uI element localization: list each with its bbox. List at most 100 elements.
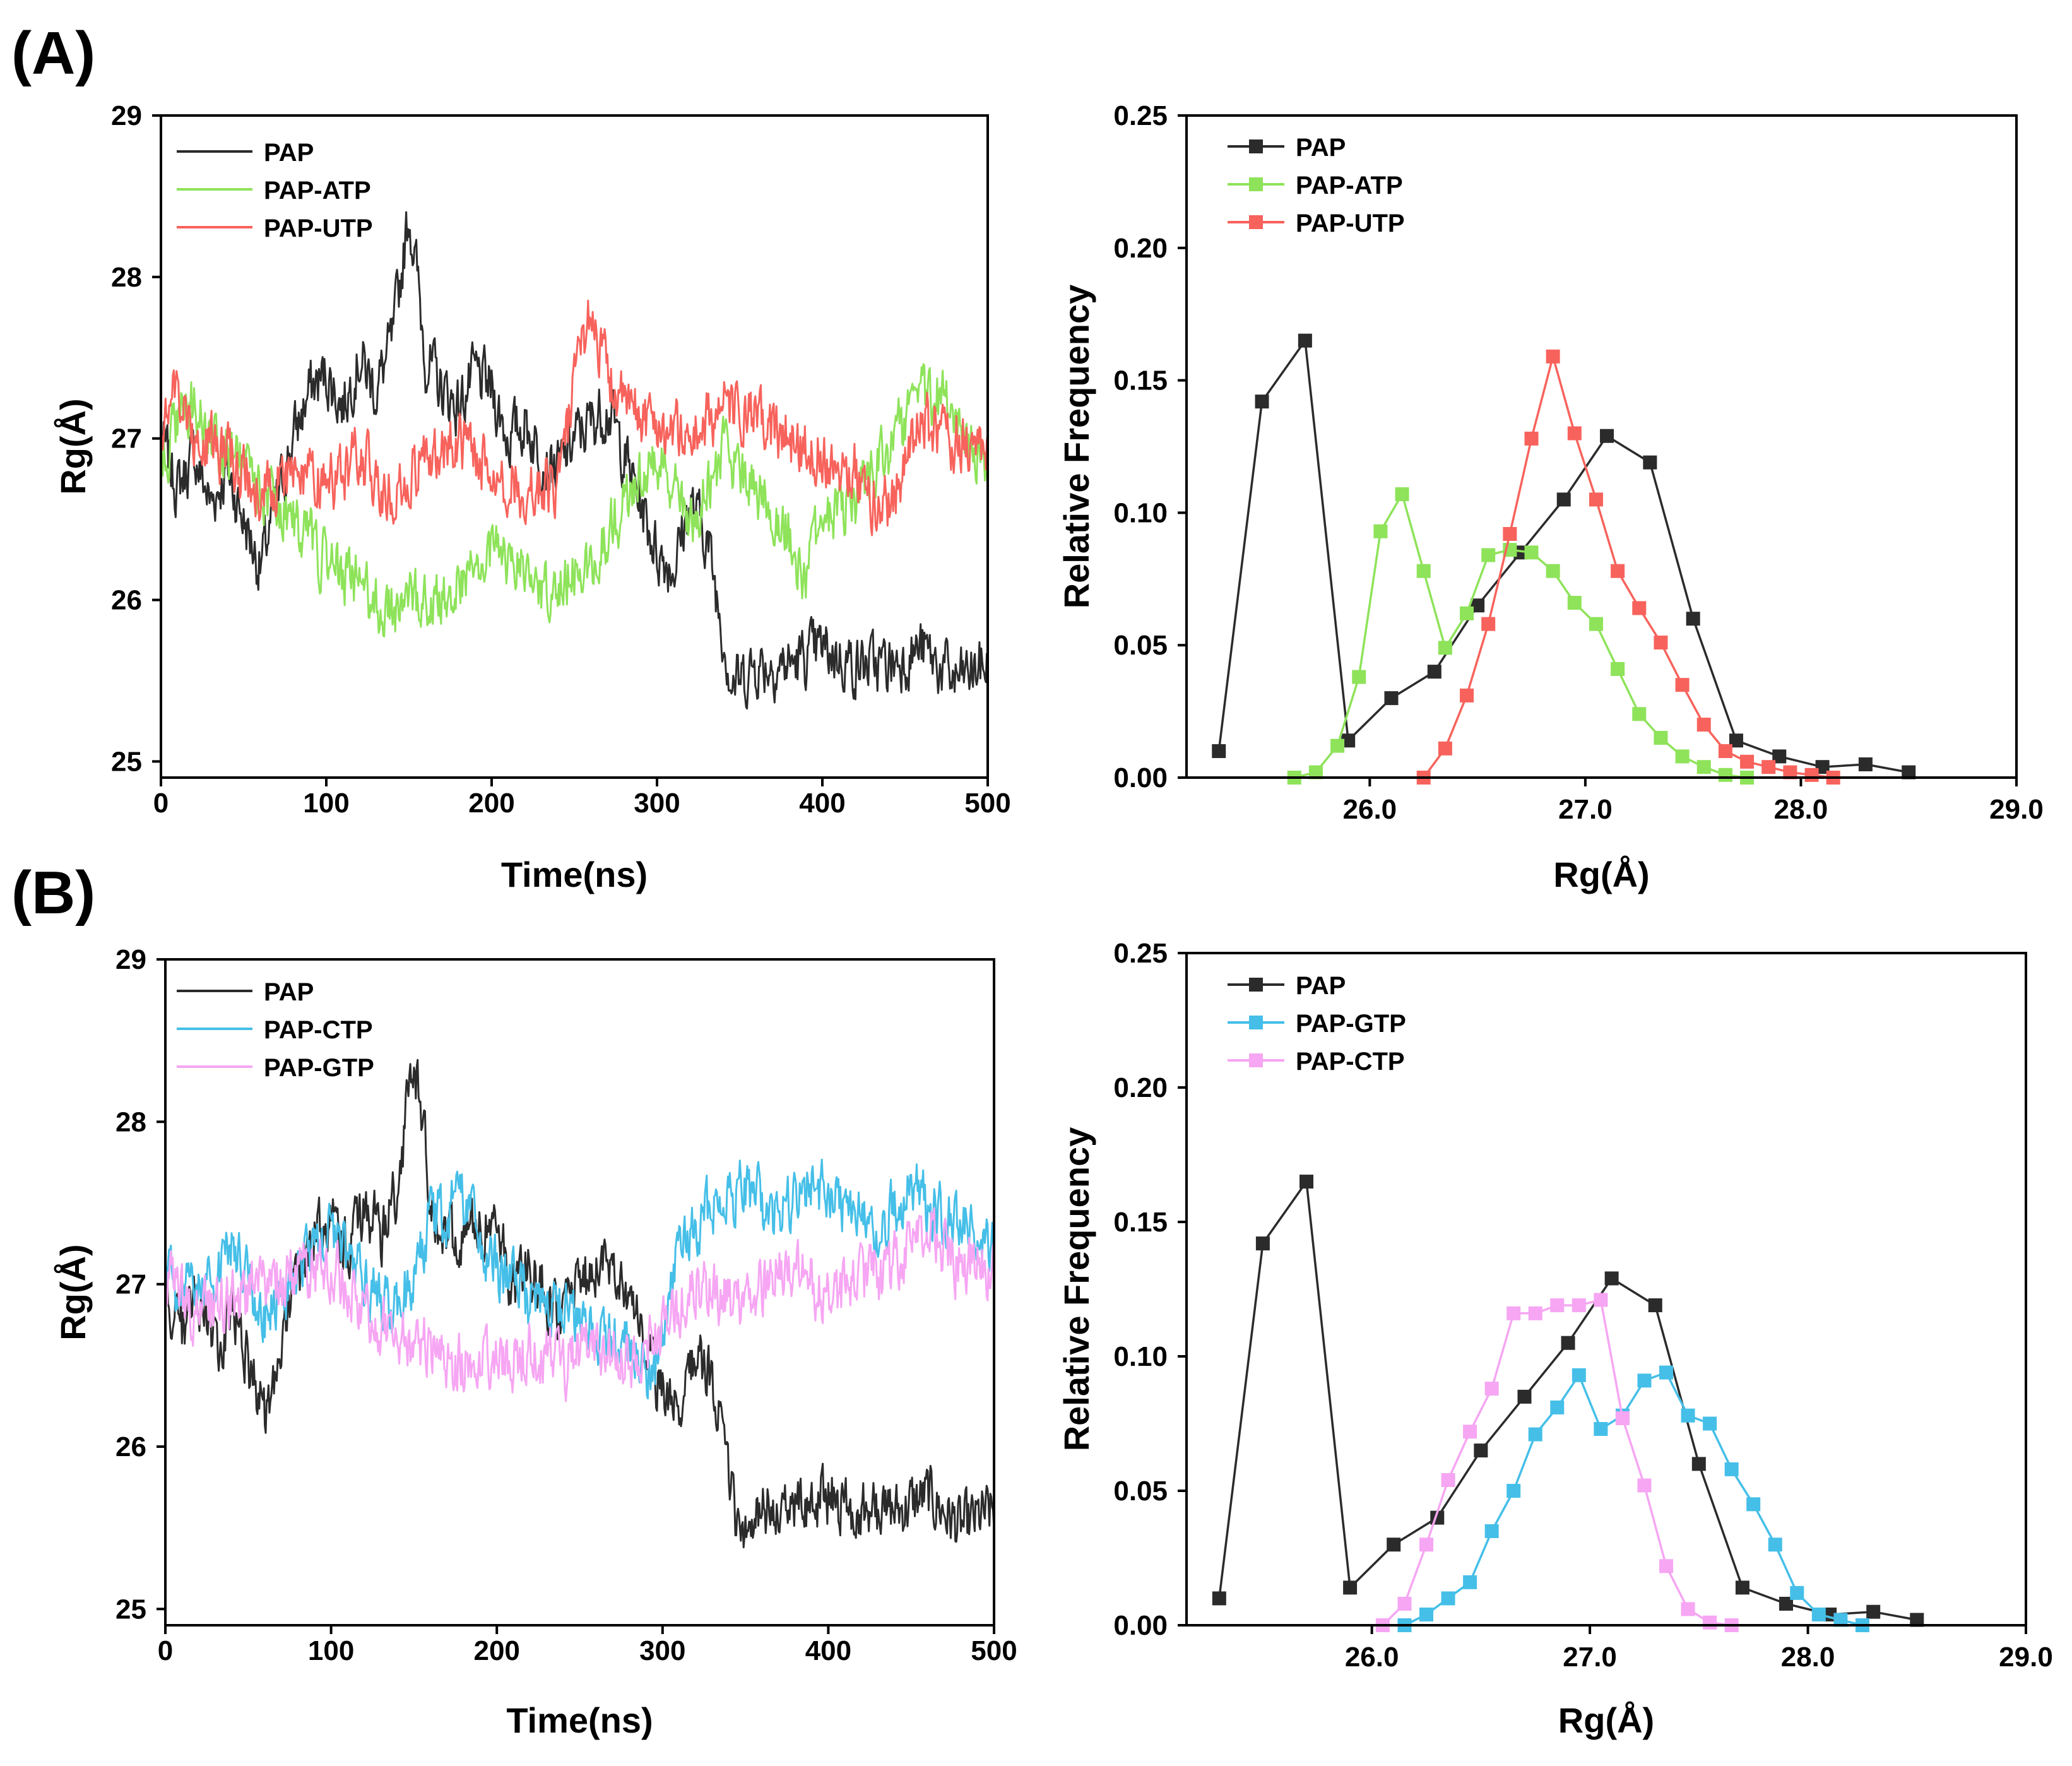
y-tick-label: 0.00 bbox=[1113, 762, 1168, 793]
series-line-pap-atp bbox=[160, 363, 989, 637]
data-point-pap bbox=[1643, 455, 1657, 470]
data-point-pap bbox=[1902, 765, 1916, 779]
y-tick-label: 29 bbox=[111, 100, 142, 131]
panel-label-a: (A) bbox=[11, 20, 96, 87]
x-tick-label: 27.0 bbox=[1563, 1642, 1617, 1673]
data-point-pap-gtp bbox=[1528, 1427, 1542, 1442]
data-point-pap-utp bbox=[1696, 718, 1711, 732]
data-point-pap bbox=[1299, 1175, 1313, 1189]
y-tick-label: 25 bbox=[115, 1594, 146, 1625]
data-point-pap-gtp bbox=[1507, 1484, 1521, 1498]
legend-label: PAP bbox=[1296, 134, 1346, 162]
y-tick-label: 0.00 bbox=[1113, 1610, 1168, 1641]
data-point-pap-ctp bbox=[1397, 1596, 1412, 1611]
data-point-pap bbox=[1600, 429, 1614, 443]
data-point-pap-utp bbox=[1524, 431, 1539, 446]
plot-frame bbox=[1185, 114, 2018, 779]
x-tick-label: 300 bbox=[634, 788, 680, 819]
data-point-pap-ctp bbox=[1484, 1382, 1499, 1396]
series-line-pap-ctp bbox=[164, 1158, 995, 1400]
data-point-pap bbox=[1384, 691, 1399, 706]
data-point-pap bbox=[1686, 612, 1700, 626]
y-tick-label: 0.15 bbox=[1113, 365, 1168, 396]
data-point-pap bbox=[1427, 665, 1442, 679]
series-line-pap bbox=[1218, 1180, 1917, 1621]
data-point-pap-ctp bbox=[1507, 1306, 1521, 1320]
y-tick-label: 0.10 bbox=[1113, 1341, 1168, 1372]
legend-label: PAP-ATP bbox=[264, 177, 371, 204]
series-line-pap-utp bbox=[160, 299, 989, 536]
data-point-pap-gtp bbox=[1768, 1538, 1782, 1552]
data-point-pap-atp bbox=[1632, 707, 1647, 721]
y-tick-label: 26 bbox=[115, 1431, 146, 1462]
x-tick-label: 500 bbox=[971, 1635, 1017, 1666]
x-tick-label: 27.0 bbox=[1558, 794, 1613, 825]
data-point-pap-ctp bbox=[1703, 1615, 1717, 1630]
x-tick-label: 0 bbox=[158, 1635, 173, 1666]
data-point-pap-atp bbox=[1611, 661, 1625, 676]
series-line-pap bbox=[1217, 339, 1909, 774]
data-point-pap-utp bbox=[1589, 492, 1603, 507]
data-point-pap-ctp bbox=[1441, 1473, 1455, 1487]
data-point-pap bbox=[1691, 1457, 1706, 1471]
legend-marker bbox=[1249, 215, 1263, 229]
x-tick-label: 28.0 bbox=[1774, 794, 1828, 825]
x-tick-label: 400 bbox=[799, 788, 845, 819]
x-tick-label: 29.0 bbox=[1999, 1642, 2053, 1673]
plot-frame bbox=[164, 958, 995, 1627]
y-tick-label: 0.20 bbox=[1113, 1072, 1168, 1103]
data-point-pap-utp bbox=[1611, 564, 1625, 578]
data-point-pap-atp bbox=[1308, 765, 1323, 779]
series-line-pap bbox=[160, 211, 989, 710]
data-point-pap-utp bbox=[1718, 744, 1732, 759]
data-point-pap-atp bbox=[1567, 596, 1582, 610]
data-point-pap bbox=[1474, 1443, 1488, 1458]
x-tick-label: 100 bbox=[308, 1635, 354, 1666]
data-point-pap-ctp bbox=[1572, 1298, 1586, 1313]
data-point-pap-utp bbox=[1675, 678, 1690, 692]
legend-label: PAP-CTP bbox=[264, 1016, 373, 1044]
data-point-pap-utp bbox=[1804, 767, 1819, 782]
data-point-pap-utp bbox=[1740, 754, 1755, 769]
y-tick-label: 0.10 bbox=[1113, 497, 1168, 528]
data-point-pap-atp bbox=[1546, 564, 1560, 578]
data-point-pap-utp bbox=[1567, 426, 1582, 441]
data-point-pap-ctp bbox=[1637, 1478, 1652, 1493]
data-point-pap-utp bbox=[1438, 741, 1452, 756]
x-tick-label: 100 bbox=[303, 788, 349, 819]
legend-marker bbox=[1249, 1016, 1263, 1029]
series-line-pap-atp bbox=[1294, 493, 1748, 779]
y-tick-label: 28 bbox=[111, 262, 142, 293]
data-point-pap-gtp bbox=[1746, 1497, 1761, 1512]
data-point-pap-ctp bbox=[1615, 1411, 1630, 1425]
y-axis-label: Rg(Å) bbox=[53, 398, 93, 494]
data-point-pap-ctp bbox=[1681, 1602, 1695, 1616]
data-point-pap bbox=[1212, 1591, 1226, 1606]
x-tick-label: 200 bbox=[473, 1635, 519, 1666]
data-point-pap-atp bbox=[1330, 738, 1345, 753]
data-point-pap bbox=[1648, 1298, 1662, 1313]
y-tick-label: 0.15 bbox=[1113, 1207, 1168, 1238]
data-point-pap-gtp bbox=[1811, 1607, 1826, 1621]
legend-marker bbox=[1249, 177, 1263, 191]
legend-label: PAP bbox=[1296, 972, 1346, 1000]
x-tick-label: 28.0 bbox=[1781, 1642, 1835, 1673]
data-point-pap-atp bbox=[1416, 564, 1431, 578]
data-point-pap-gtp bbox=[1572, 1368, 1586, 1382]
data-point-pap bbox=[1772, 749, 1787, 764]
series-line-pap-gtp bbox=[1404, 1371, 1863, 1627]
data-point-pap bbox=[1815, 760, 1830, 774]
data-point-pap-atp bbox=[1438, 641, 1452, 655]
x-tick-label: 29.0 bbox=[1989, 794, 2044, 825]
data-point-pap bbox=[1604, 1271, 1619, 1286]
y-tick-label: 29 bbox=[115, 944, 146, 975]
data-point-pap bbox=[1255, 394, 1269, 409]
data-point-pap-gtp bbox=[1637, 1373, 1652, 1388]
y-tick-label: 0.05 bbox=[1113, 1476, 1168, 1507]
data-point-pap bbox=[1255, 1236, 1270, 1251]
legend-marker bbox=[1249, 978, 1263, 992]
data-point-pap bbox=[1341, 733, 1356, 748]
data-point-pap-gtp bbox=[1419, 1607, 1433, 1621]
